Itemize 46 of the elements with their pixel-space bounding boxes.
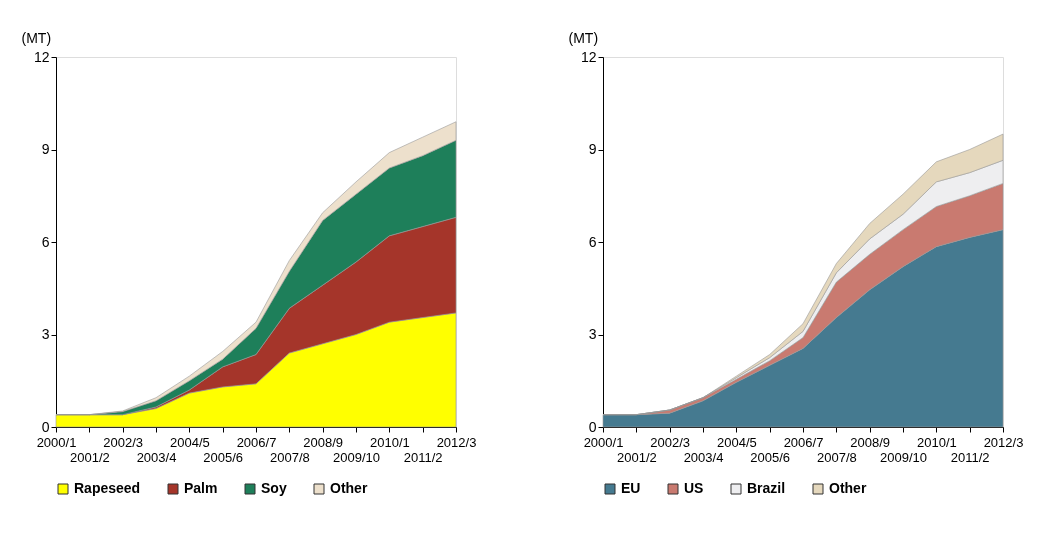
x-tick-label: 2011/2 [950,449,990,465]
legend-label: Rapeseed [74,480,141,496]
x-tick-label: 2003/4 [136,449,177,465]
y-tick-label: 6 [588,233,597,250]
x-tick-label: 2004/5 [169,434,210,450]
x-tick-label: 2000/1 [36,434,77,450]
y-tick-label: 9 [41,141,50,157]
y-tick-label: 3 [41,326,50,342]
y-tick-label: 9 [588,141,597,157]
y-tick-label: 0 [41,418,50,435]
x-tick-label: 2000/1 [583,434,624,450]
y-tick-label: 6 [41,233,50,250]
x-tick-label: 2012/3 [983,434,1024,450]
y-axis-title: (MT) [568,29,599,46]
x-tick-label: 2009/10 [333,449,380,465]
x-tick-label: 2008/9 [303,434,344,450]
legend-label: EU [621,480,641,496]
x-tick-label: 2006/7 [236,434,277,450]
x-tick-label: 2005/6 [750,449,791,465]
x-tick-label: 2011/2 [403,449,443,465]
y-tick-label: 12 [580,48,597,65]
x-tick-label: 2002/3 [103,434,144,450]
x-tick-label: 2006/7 [783,434,824,450]
x-tick-label: 2001/2 [616,449,657,465]
x-tick-label: 2010/1 [369,434,410,450]
x-tick-label: 2007/8 [269,449,310,465]
y-axis-title: (MT) [21,29,52,46]
x-tick-label: 2002/3 [650,434,691,450]
x-tick-label: 2003/4 [683,449,724,465]
x-tick-label: 2012/3 [436,434,477,450]
x-tick-label: 2005/6 [203,449,244,465]
y-tick-label: 3 [588,326,597,342]
legend-label: Brazil [747,480,786,496]
legend-label: Palm [184,480,218,496]
x-tick-label: 2007/8 [816,449,857,465]
x-tick-label: 2010/1 [916,434,957,450]
x-tick-label: 2001/2 [69,449,110,465]
y-tick-label: 0 [588,418,597,435]
legend-label: Other [330,480,368,496]
legend-label: Other [829,480,867,496]
x-tick-label: 2004/5 [716,434,757,450]
legend-label: US [684,480,704,496]
x-tick-label: 2008/9 [850,434,891,450]
y-tick-label: 12 [33,48,50,65]
legend-label: Soy [261,480,287,496]
x-tick-label: 2009/10 [880,449,927,465]
